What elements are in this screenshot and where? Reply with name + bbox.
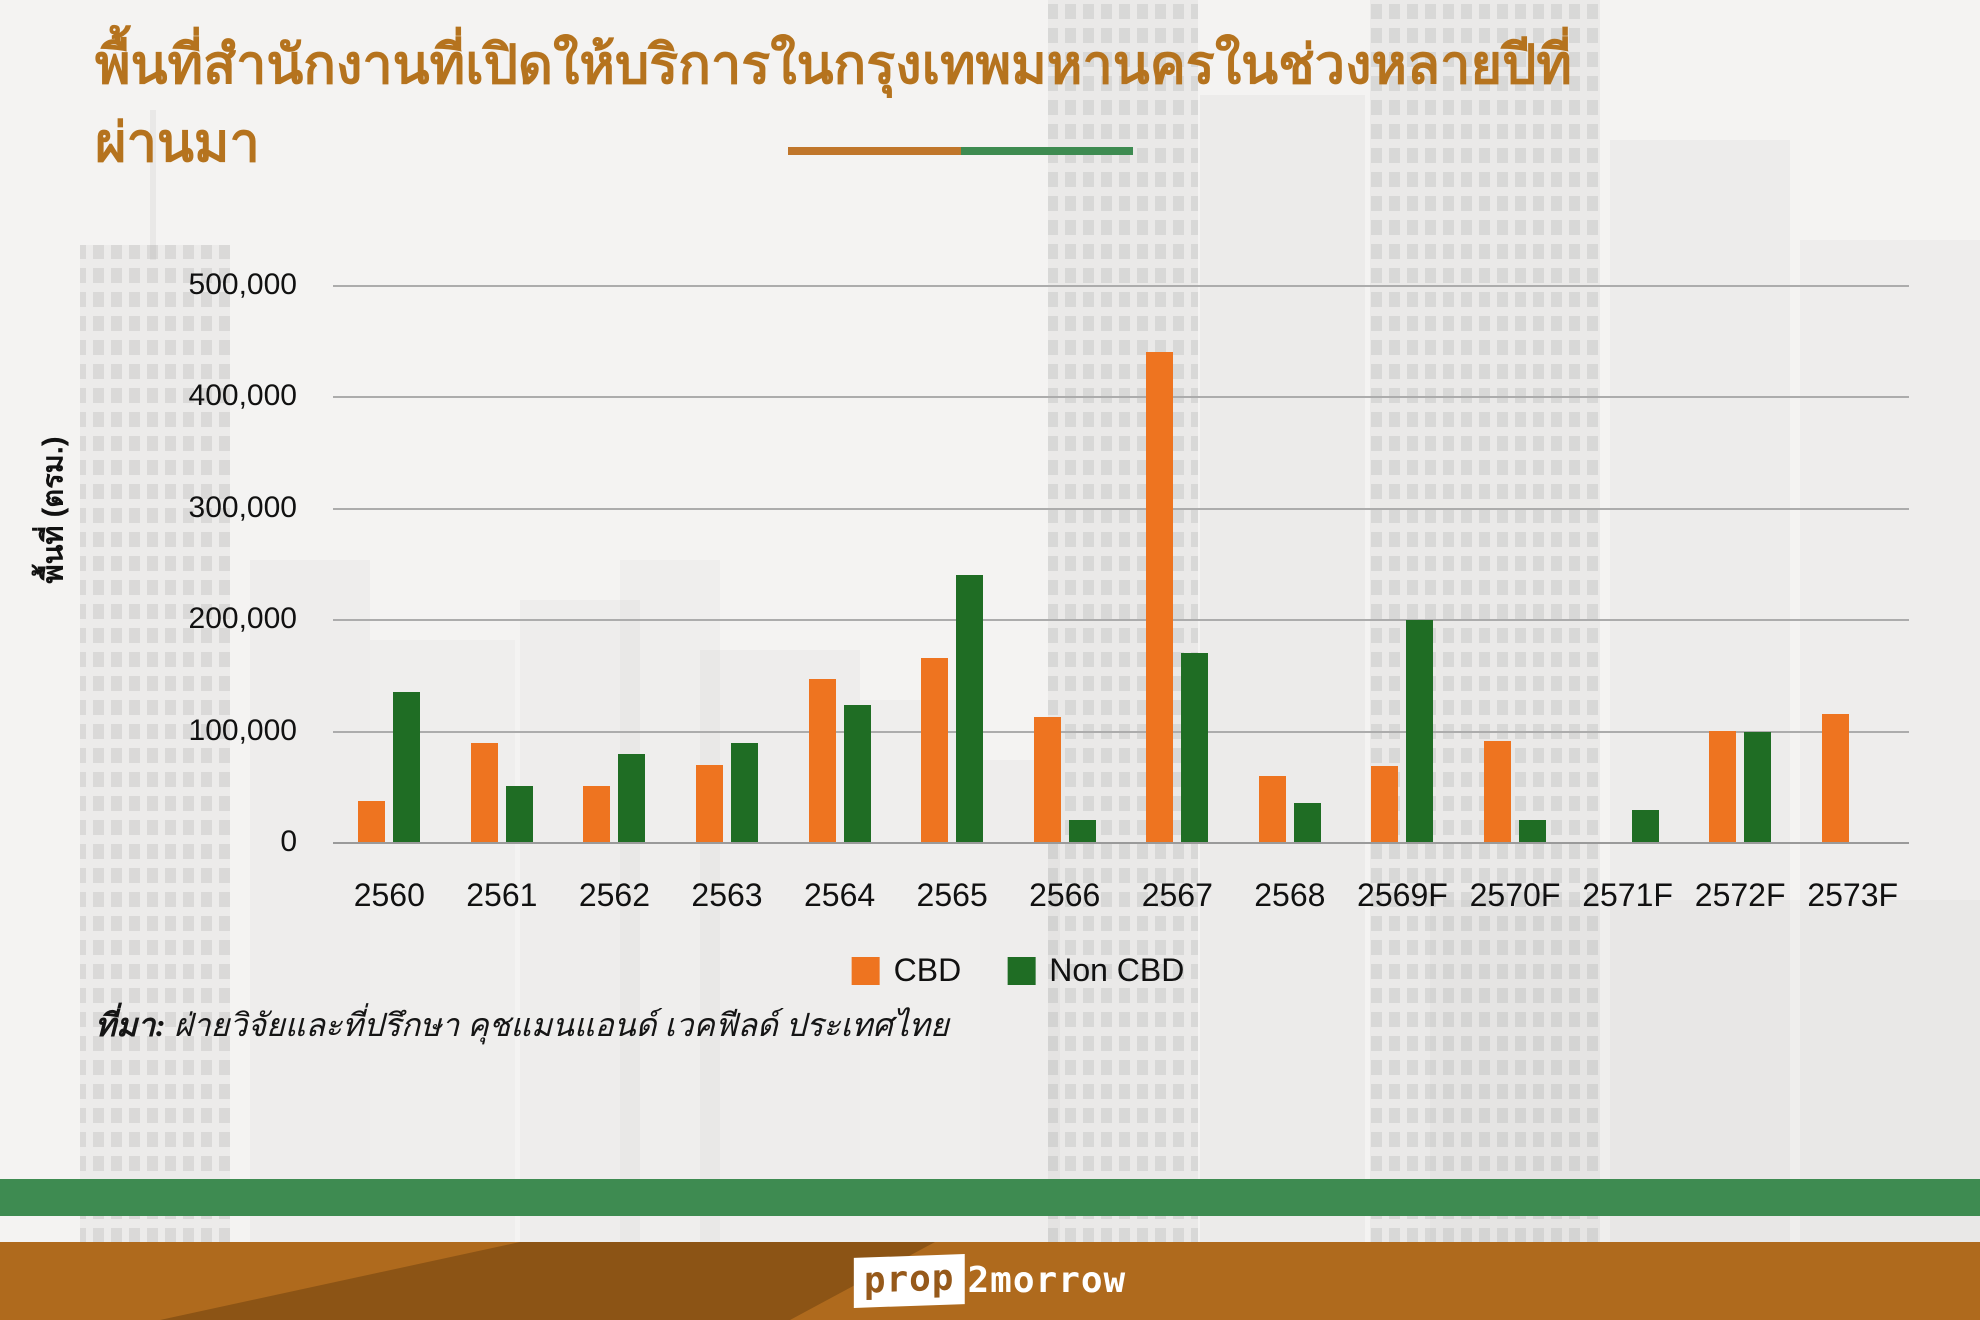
x-tick-label: 2570F [1469, 877, 1561, 913]
bar-noncbd-2568 [1293, 803, 1321, 842]
gridline-400000 [333, 396, 1909, 399]
x-tick-label: 2571F [1582, 877, 1673, 913]
bar-cbd-2563 [696, 765, 723, 842]
x-tick-label: 2572F [1694, 877, 1786, 913]
bar-cbd-2561 [470, 742, 498, 842]
chart-legend: CBD Non CBD [851, 952, 1184, 989]
x-tick-label: 2566 [1029, 877, 1101, 913]
source-label: ที่มา: [95, 1007, 166, 1043]
bar-cbd-2572F [1709, 730, 1737, 842]
bar-cbd-2569F [1371, 766, 1399, 842]
bar-cbd-2560 [358, 800, 386, 842]
x-tick-label: 2563 [691, 877, 763, 913]
x-tick-label: 2565 [916, 877, 988, 913]
bar-cbd-2567 [1146, 351, 1174, 842]
bar-noncbd-2566 [1068, 819, 1096, 842]
bar-cbd-2570F [1484, 740, 1511, 842]
bar-cbd-2562 [583, 786, 611, 842]
bar-noncbd-2563 [731, 742, 758, 842]
legend-label-cbd: CBD [893, 952, 962, 988]
x-tick-label: 2567 [1141, 877, 1213, 913]
x-tick-label: 2568 [1254, 877, 1326, 913]
title-underline-left [788, 147, 961, 155]
y-tick-label: 400,000 [188, 379, 297, 413]
y-tick-label: 500,000 [188, 268, 297, 301]
bar-noncbd-2572F [1744, 731, 1772, 842]
bar-noncbd-2560 [393, 691, 421, 842]
x-tick-label: 2569F [1357, 877, 1448, 913]
x-tick-label: 2573F [1807, 877, 1899, 913]
bar-cbd-2568 [1258, 776, 1286, 842]
legend-label-noncbd: Non CBD [1049, 952, 1185, 988]
gridline-200000 [333, 619, 1909, 622]
x-tick-label: 2562 [578, 877, 651, 913]
plot-area [333, 285, 1909, 844]
x-tick-label: 2564 [803, 877, 876, 913]
legend-swatch-cbd [851, 956, 880, 985]
bar-noncbd-2567 [1181, 652, 1209, 842]
gridline-300000 [333, 507, 1909, 510]
logo-2morrow-text: 2morrow [967, 1260, 1127, 1301]
y-axis-labels: 0 100,000 200,000 300,000 400,000 500,000 [97, 0, 297, 1320]
x-axis-labels: 2560 2561 2562 2563 2564 2565 2566 2567 2568 2569… [333, 877, 1909, 923]
legend-item-cbd: CBD [851, 952, 962, 989]
bar-noncbd-2565 [956, 574, 984, 842]
y-axis-title: พื้นที่ (ตรม.) [37, 436, 70, 584]
prop2morrow-logo: prop 2morrow [853, 1254, 1127, 1308]
source-text: ฝ่ายวิจัยและที่ปรึกษา คุชแมนแอนด์ เวคฟีล… [165, 1007, 949, 1043]
logo-prop-text: prop [853, 1254, 965, 1308]
source-line: ที่มา: ฝ่ายวิจัยและที่ปรึกษา คุชแมนแอนด์… [95, 1000, 1495, 1051]
legend-swatch-noncbd [1007, 956, 1036, 985]
x-tick-label: 2560 [353, 877, 425, 913]
green-stripe [0, 1179, 1980, 1216]
bar-noncbd-2562 [618, 754, 646, 842]
gridline-0 [333, 842, 1909, 844]
y-tick-label: 100,000 [188, 713, 297, 747]
title-underline [788, 147, 1133, 155]
bar-noncbd-2561 [505, 786, 533, 842]
bar-cbd-2566 [1033, 717, 1061, 842]
bar-cbd-2565 [921, 658, 949, 842]
gridline-100000 [333, 730, 1909, 733]
legend-item-noncbd: Non CBD [1007, 952, 1184, 989]
y-tick-label: 300,000 [188, 490, 297, 524]
bar-noncbd-2571F [1631, 809, 1659, 842]
y-tick-label: 0 [280, 825, 297, 858]
y-tick-label: 200,000 [188, 602, 297, 636]
bar-cbd-2573F [1821, 713, 1849, 842]
gridline-500000 [333, 285, 1909, 287]
footer-bar: prop 2morrow [0, 1242, 1980, 1320]
bar-noncbd-2570F [1519, 819, 1546, 842]
bar-cbd-2564 [808, 679, 836, 842]
page-title: พื้นที่สำนักงานที่เปิดให้บริการในกรุงเทพ… [95, 35, 1572, 174]
title-underline-right [960, 147, 1133, 155]
x-tick-label: 2561 [466, 877, 538, 913]
bar-noncbd-2564 [843, 704, 871, 842]
bar-noncbd-2569F [1406, 620, 1434, 842]
